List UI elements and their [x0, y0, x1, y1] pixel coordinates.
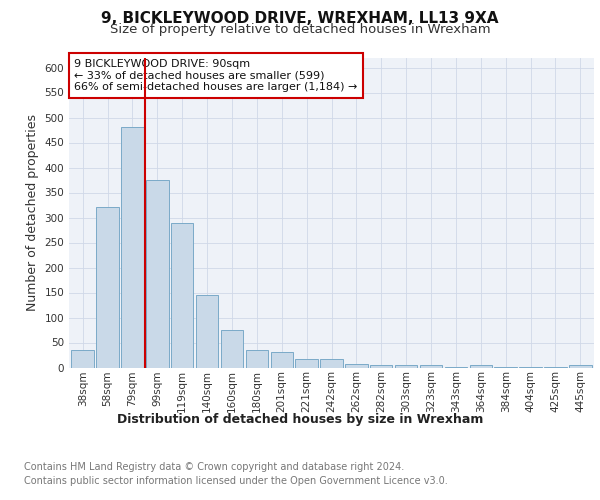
Bar	[494, 366, 517, 368]
Bar	[470, 365, 492, 368]
Bar	[97, 206, 119, 368]
Bar	[71, 350, 94, 368]
Bar	[171, 223, 193, 368]
Bar	[520, 366, 542, 368]
Y-axis label: Number of detached properties: Number of detached properties	[26, 114, 39, 311]
Bar	[320, 358, 343, 368]
Bar	[420, 365, 442, 368]
Text: Contains HM Land Registry data © Crown copyright and database right 2024.: Contains HM Land Registry data © Crown c…	[24, 462, 404, 472]
Bar	[569, 365, 592, 368]
Bar	[345, 364, 368, 368]
Bar	[271, 352, 293, 368]
Bar	[221, 330, 243, 368]
Text: 9, BICKLEYWOOD DRIVE, WREXHAM, LL13 9XA: 9, BICKLEYWOOD DRIVE, WREXHAM, LL13 9XA	[101, 11, 499, 26]
Text: Distribution of detached houses by size in Wrexham: Distribution of detached houses by size …	[117, 412, 483, 426]
Text: 9 BICKLEYWOOD DRIVE: 90sqm
← 33% of detached houses are smaller (599)
66% of sem: 9 BICKLEYWOOD DRIVE: 90sqm ← 33% of deta…	[74, 59, 358, 92]
Bar	[370, 365, 392, 368]
Bar	[295, 358, 318, 368]
Bar	[395, 365, 418, 368]
Bar	[121, 126, 143, 368]
Text: Contains public sector information licensed under the Open Government Licence v3: Contains public sector information licen…	[24, 476, 448, 486]
Bar	[544, 366, 566, 368]
Bar	[196, 295, 218, 368]
Bar	[245, 350, 268, 368]
Text: Size of property relative to detached houses in Wrexham: Size of property relative to detached ho…	[110, 22, 490, 36]
Bar	[146, 180, 169, 368]
Bar	[445, 366, 467, 368]
